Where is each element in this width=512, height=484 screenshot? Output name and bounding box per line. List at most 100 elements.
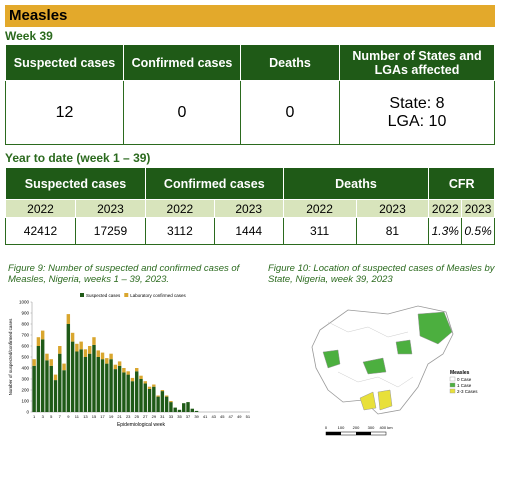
bar bbox=[36, 346, 41, 412]
y-tick-label: 500 bbox=[21, 355, 29, 360]
scale-label: 0 bbox=[325, 425, 328, 430]
bar bbox=[100, 359, 105, 412]
bar bbox=[66, 324, 71, 412]
bar bbox=[147, 386, 152, 389]
y-tick-label: 400 bbox=[21, 366, 29, 371]
bar bbox=[164, 396, 169, 412]
state bbox=[362, 357, 387, 375]
bar bbox=[32, 359, 36, 366]
bar bbox=[92, 337, 96, 345]
bar bbox=[169, 401, 173, 403]
border bbox=[327, 321, 409, 338]
bar bbox=[49, 359, 53, 366]
x-tick-label: 3 bbox=[42, 414, 45, 419]
bar bbox=[58, 353, 62, 412]
states: State: 8 bbox=[389, 94, 445, 112]
legend-label: Suspected cases bbox=[86, 293, 121, 298]
x-tick-label: 13 bbox=[83, 414, 88, 419]
bar bbox=[156, 396, 160, 412]
x-tick-label: 23 bbox=[126, 414, 131, 419]
bar bbox=[96, 350, 100, 357]
bar bbox=[139, 375, 143, 379]
bar bbox=[147, 388, 152, 412]
bar bbox=[36, 337, 41, 346]
bar bbox=[53, 374, 58, 381]
bar bbox=[53, 380, 58, 412]
cell: 12 bbox=[5, 80, 124, 145]
state bbox=[377, 389, 393, 411]
bar bbox=[100, 352, 105, 360]
figure-caption: Figure 9: Number of suspected and confir… bbox=[8, 263, 240, 285]
x-tick-label: 25 bbox=[134, 414, 139, 419]
x-tick-label: 47 bbox=[229, 414, 234, 419]
th: Deaths bbox=[282, 167, 430, 200]
bar bbox=[75, 351, 79, 412]
x-tick-label: 15 bbox=[92, 414, 97, 419]
state bbox=[395, 339, 413, 355]
bar bbox=[117, 361, 122, 366]
x-tick-label: 43 bbox=[211, 414, 216, 419]
bar bbox=[45, 360, 49, 412]
bar bbox=[87, 353, 92, 412]
bar bbox=[105, 363, 109, 412]
bar bbox=[152, 386, 156, 412]
bar bbox=[156, 395, 160, 397]
th: Number of States and LGAs affected bbox=[339, 44, 495, 81]
scale-label: 200 bbox=[353, 425, 360, 430]
bar bbox=[130, 381, 135, 412]
bar bbox=[126, 371, 130, 375]
x-tick-label: 33 bbox=[169, 414, 174, 419]
y-tick-label: 1000 bbox=[19, 300, 30, 305]
bar bbox=[143, 381, 147, 384]
bar bbox=[40, 330, 45, 340]
bar bbox=[87, 346, 92, 354]
state bbox=[417, 311, 453, 345]
year: 2022 bbox=[428, 199, 463, 218]
bar bbox=[32, 365, 36, 412]
x-tick-label: 9 bbox=[67, 414, 70, 419]
th: Confirmed cases bbox=[144, 167, 284, 200]
bar bbox=[122, 368, 126, 373]
x-tick-label: 31 bbox=[160, 414, 165, 419]
bar bbox=[143, 383, 147, 412]
x-tick-label: 37 bbox=[186, 414, 191, 419]
legend-label: 0 Case bbox=[457, 377, 472, 382]
bar bbox=[45, 353, 49, 361]
bar bbox=[139, 379, 143, 412]
year: 2022 bbox=[282, 199, 357, 218]
bar bbox=[190, 408, 195, 412]
legend-swatch bbox=[449, 376, 456, 382]
bar bbox=[92, 344, 96, 412]
border bbox=[337, 371, 414, 388]
legend-label: Laboratory confirmed cases bbox=[130, 293, 186, 298]
legend-title: Measles bbox=[450, 370, 470, 376]
cell: 17259 bbox=[74, 217, 146, 245]
bar bbox=[113, 369, 118, 412]
y-tick-label: 200 bbox=[21, 388, 29, 393]
bar bbox=[126, 374, 130, 412]
year: 2023 bbox=[213, 199, 284, 218]
year: 2023 bbox=[461, 199, 495, 218]
bar bbox=[186, 402, 190, 412]
th: CFR bbox=[428, 167, 495, 200]
cell: 42412 bbox=[5, 217, 76, 245]
x-tick-label: 17 bbox=[100, 414, 105, 419]
y-axis-label: Number of suspected/confirmed cases bbox=[8, 318, 13, 396]
legend-swatch bbox=[80, 293, 84, 297]
bar bbox=[79, 349, 83, 412]
bar bbox=[113, 364, 118, 370]
lgas: LGA: 10 bbox=[387, 112, 447, 130]
y-tick-label: 0 bbox=[26, 410, 29, 415]
bar bbox=[122, 372, 126, 412]
bar bbox=[83, 357, 88, 412]
bar bbox=[70, 332, 75, 342]
th: Suspected cases bbox=[5, 167, 146, 200]
bar bbox=[58, 346, 62, 354]
bar bbox=[177, 409, 182, 412]
x-tick-label: 51 bbox=[246, 414, 251, 419]
bar bbox=[109, 359, 113, 412]
x-tick-label: 35 bbox=[177, 414, 182, 419]
x-tick-label: 5 bbox=[50, 414, 53, 419]
